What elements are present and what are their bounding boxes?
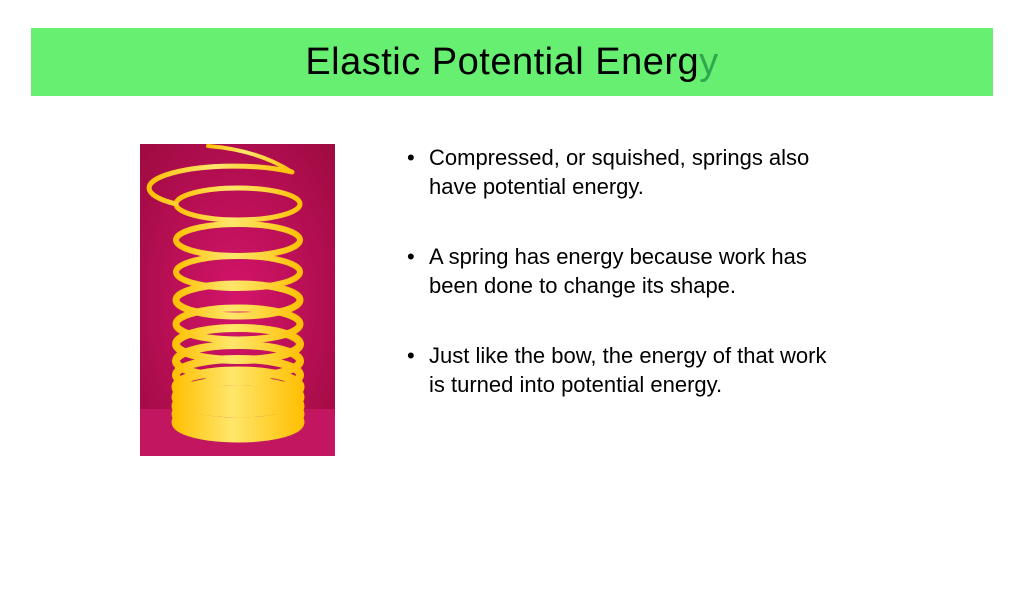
title-last-char: y	[699, 41, 719, 83]
title-main: Elastic Potential Energ	[305, 41, 699, 83]
slide-title: Elastic Potential Energy	[305, 41, 718, 84]
spring-svg	[140, 144, 335, 456]
bullet-item: Just like the bow, the energy of that wo…	[407, 342, 837, 399]
title-band: Elastic Potential Energy	[31, 28, 993, 96]
spring-image	[140, 144, 335, 456]
bullet-item: Compressed, or squished, springs also ha…	[407, 144, 837, 201]
content-area: Compressed, or squished, springs also ha…	[0, 144, 1024, 456]
bullet-item: A spring has energy because work has bee…	[407, 243, 837, 300]
bullet-list: Compressed, or squished, springs also ha…	[407, 144, 837, 456]
